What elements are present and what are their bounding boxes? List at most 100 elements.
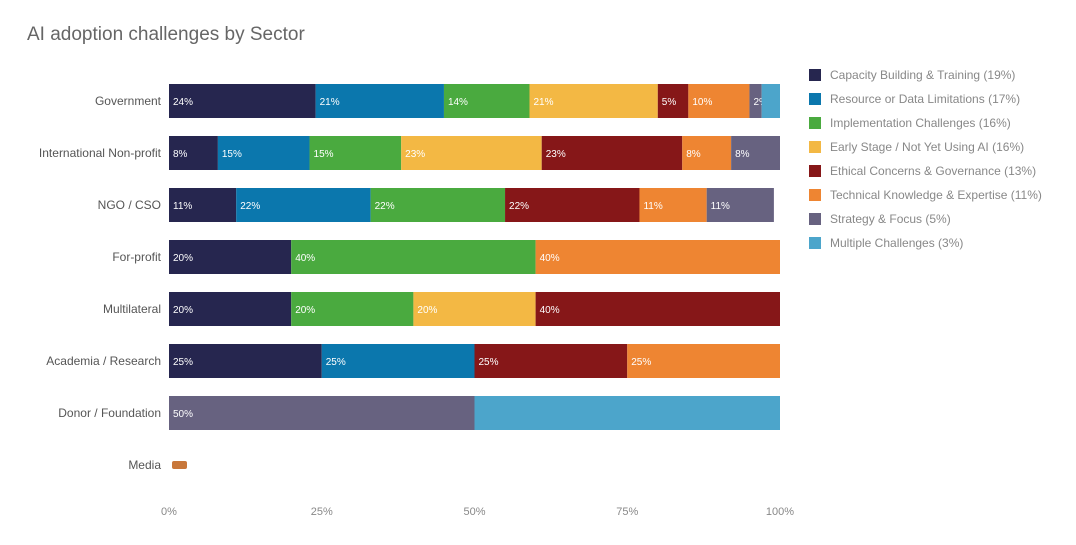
bar-government-ethical-concerns-governance <box>657 84 689 118</box>
bar-government-resource-or-data-limitations <box>315 84 444 118</box>
legend-item-ethical-concerns-governance: Ethical Concerns & Governance (13%) <box>809 159 1042 183</box>
legend-label: Strategy & Focus (5%) <box>830 212 951 226</box>
data-label-multilateral-0: 20% <box>173 305 193 316</box>
legend-label: Ethical Concerns & Governance (13%) <box>830 164 1037 178</box>
data-label-government-2: 14% <box>448 97 468 108</box>
bar-government-technical-knowledge-expertise <box>688 84 750 118</box>
bar-international-non-profit-resource-or-data-limitations <box>217 136 310 170</box>
bar-ngo-cso-implementation-challenges <box>370 188 506 222</box>
bar-international-non-profit-technical-knowledge-expertise <box>682 136 732 170</box>
category-label-for-profit: For-profit <box>112 250 161 264</box>
data-label-international-non-profit-4: 23% <box>546 149 566 160</box>
data-label-ngo-cso-6: 11% <box>711 201 730 212</box>
data-label-ngo-cso-2: 22% <box>375 201 395 212</box>
bar-government-early-stage-not-yet-using-ai <box>529 84 658 118</box>
legend-label: Multiple Challenges (3%) <box>830 236 964 250</box>
legend-label: Capacity Building & Training (19%) <box>830 68 1016 82</box>
category-label-government: Government <box>95 94 162 108</box>
bar-academia-research-capacity-building-training <box>169 344 322 378</box>
data-label-international-non-profit-3: 23% <box>405 149 425 160</box>
data-label-ngo-cso-4: 22% <box>509 201 529 212</box>
data-label-international-non-profit-2: 15% <box>314 149 334 160</box>
bar-donor-foundation-multiple-challenges <box>474 396 780 430</box>
data-label-ngo-cso-0: 11% <box>173 201 192 212</box>
empty-row-marker-media <box>172 461 187 469</box>
category-label-ngo-cso: NGO / CSO <box>98 198 161 212</box>
legend-swatch <box>809 189 821 201</box>
bar-government-implementation-challenges <box>443 84 530 118</box>
bar-for-profit-capacity-building-training <box>169 240 292 274</box>
x-tick-label-1: 25% <box>311 506 333 518</box>
legend-swatch <box>809 117 821 129</box>
bar-academia-research-resource-or-data-limitations <box>321 344 475 378</box>
bar-ngo-cso-resource-or-data-limitations <box>236 188 371 222</box>
data-label-for-profit-0: 20% <box>173 253 193 264</box>
category-label-multilateral: Multilateral <box>103 302 161 316</box>
category-label-international-non-profit: International Non-profit <box>39 146 162 160</box>
data-label-government-5: 10% <box>692 97 712 108</box>
legend-label: Technical Knowledge & Expertise (11%) <box>830 188 1042 202</box>
data-label-government-1: 21% <box>320 97 340 108</box>
data-label-academia-research-1: 25% <box>326 357 346 368</box>
data-label-multilateral-2: 20% <box>295 305 315 316</box>
legend-item-technical-knowledge-expertise: Technical Knowledge & Expertise (11%) <box>809 183 1042 207</box>
data-label-academia-research-0: 25% <box>173 357 193 368</box>
bar-ngo-cso-capacity-building-training <box>169 188 237 222</box>
data-label-international-non-profit-1: 15% <box>222 149 242 160</box>
chart-legend: Capacity Building & Training (19%) Resour… <box>809 63 1042 255</box>
bar-ngo-cso-strategy-focus <box>706 188 774 222</box>
bar-ngo-cso-technical-knowledge-expertise <box>639 188 707 222</box>
bar-international-non-profit-implementation-challenges <box>309 136 402 170</box>
data-label-international-non-profit-0: 8% <box>173 149 188 160</box>
bar-multilateral-implementation-challenges <box>291 292 414 326</box>
legend-swatch <box>809 237 821 249</box>
legend-item-resource-or-data-limitations: Resource or Data Limitations (17%) <box>809 87 1042 111</box>
data-label-international-non-profit-6: 8% <box>735 149 750 160</box>
bar-multilateral-ethical-concerns-governance <box>535 292 780 326</box>
bar-academia-research-ethical-concerns-governance <box>474 344 628 378</box>
bar-multilateral-capacity-building-training <box>169 292 292 326</box>
data-label-government-6: 2% <box>753 97 768 108</box>
data-label-academia-research-4: 25% <box>479 357 499 368</box>
data-label-ngo-cso-5: 11% <box>643 201 662 212</box>
data-label-academia-research-5: 25% <box>631 357 651 368</box>
legend-item-strategy-focus: Strategy & Focus (5%) <box>809 207 1042 231</box>
legend-swatch <box>809 213 821 225</box>
bar-international-non-profit-early-stage-not-yet-using-ai <box>401 136 542 170</box>
bar-for-profit-implementation-challenges <box>291 240 536 274</box>
data-label-multilateral-3: 20% <box>417 305 437 316</box>
data-label-government-3: 21% <box>533 97 553 108</box>
x-tick-label-4: 100% <box>766 506 794 518</box>
data-label-multilateral-4: 40% <box>540 305 560 316</box>
category-label-academia-research: Academia / Research <box>46 354 161 368</box>
bar-international-non-profit-capacity-building-training <box>169 136 218 170</box>
bar-government-multiple-challenges <box>761 84 780 118</box>
category-label-donor-foundation: Donor / Foundation <box>58 406 161 420</box>
bar-academia-research-technical-knowledge-expertise <box>627 344 780 378</box>
bar-donor-foundation-strategy-focus <box>169 396 475 430</box>
legend-label: Implementation Challenges (16%) <box>830 116 1011 130</box>
legend-item-implementation-challenges: Implementation Challenges (16%) <box>809 111 1042 135</box>
bar-ngo-cso-ethical-concerns-governance <box>505 188 640 222</box>
chart-title: AI adoption challenges by Sector <box>27 24 305 45</box>
category-label-media: Media <box>128 458 161 472</box>
legend-swatch <box>809 141 821 153</box>
x-tick-label-0: 0% <box>161 506 177 518</box>
legend-label: Resource or Data Limitations (17%) <box>830 92 1021 106</box>
data-label-donor-foundation-6: 50% <box>173 409 193 420</box>
legend-swatch <box>809 69 821 81</box>
legend-item-multiple-challenges: Multiple Challenges (3%) <box>809 231 1042 255</box>
bar-government-capacity-building-training <box>169 84 316 118</box>
data-label-international-non-profit-5: 8% <box>686 149 701 160</box>
bar-multilateral-early-stage-not-yet-using-ai <box>413 292 536 326</box>
x-tick-label-3: 75% <box>616 506 638 518</box>
x-tick-label-2: 50% <box>463 506 485 518</box>
bar-international-non-profit-ethical-concerns-governance <box>541 136 683 170</box>
bar-for-profit-technical-knowledge-expertise <box>535 240 780 274</box>
data-label-for-profit-5: 40% <box>540 253 560 264</box>
data-label-for-profit-2: 40% <box>295 253 315 264</box>
legend-item-capacity-building-training: Capacity Building & Training (19%) <box>809 63 1042 87</box>
legend-swatch <box>809 165 821 177</box>
data-label-ngo-cso-1: 22% <box>240 201 260 212</box>
